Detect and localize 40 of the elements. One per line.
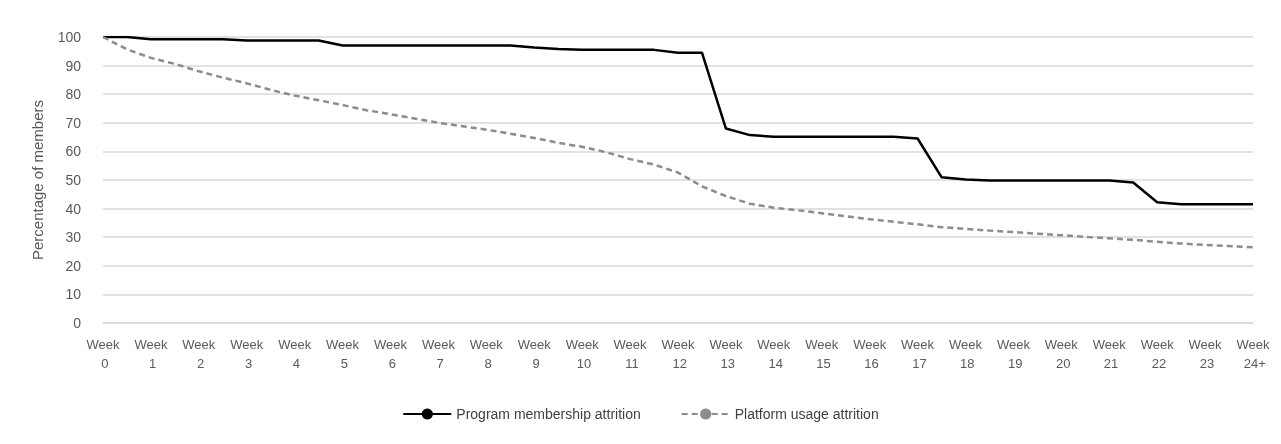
y-tick-label: 80 [65, 86, 82, 103]
x-tick-label: Week 0 [86, 337, 120, 371]
y-tick-label: 90 [65, 57, 82, 74]
y-tick-label: 50 [65, 172, 82, 188]
x-tick-label: Week 20 [1044, 337, 1079, 371]
x-tick-label: Week 17 [901, 337, 935, 371]
legend-label: Program membership attrition [456, 406, 641, 422]
x-tick-label: Week 15 [805, 337, 839, 371]
x-tick-label: Week 22 [1140, 337, 1175, 371]
x-tick-label: Week 18 [949, 337, 983, 371]
x-tick-label: Week 10 [565, 337, 600, 371]
y-tick-label: 20 [65, 257, 82, 274]
line-series [101, 35, 1255, 249]
x-tick-label: Week 23 [1188, 337, 1223, 371]
y-tick-label: 10 [65, 286, 82, 303]
y-tick-label: 30 [65, 229, 82, 246]
x-tick-label: Week 19 [996, 337, 1031, 371]
x-tick-label: Week 16 [853, 337, 887, 371]
x-tick-label: Week 24+ [1236, 337, 1270, 371]
x-tick-label: Week 2 [182, 337, 216, 371]
x-tick-label: Week 12 [661, 337, 695, 371]
x-tick-label: Week 21 [1092, 337, 1127, 371]
x-tick-label: Week 5 [326, 337, 360, 371]
x-tick-label: Week 6 [374, 337, 408, 371]
y-tick-label: 100 [57, 29, 82, 45]
y-tick-label: 0 [73, 315, 82, 331]
x-tick-label: Week 3 [230, 337, 264, 371]
x-tick-label: Week 9 [517, 337, 552, 371]
x-tick-label: Week 7 [421, 337, 456, 371]
x-tick-label: Week 4 [278, 337, 312, 371]
x-tick-label: Week 14 [757, 337, 791, 371]
x-tick-label: Week 11 [613, 337, 648, 371]
x-tick-label: Week 1 [134, 337, 168, 371]
y-tick-label: 40 [65, 200, 82, 217]
x-tick-label: Week 8 [469, 337, 504, 371]
y-tick-label: 60 [65, 143, 82, 160]
y-tick-label: 70 [65, 114, 82, 131]
y-axis-title: Percentage of members [29, 99, 46, 261]
x-tick-label: Week 13 [709, 337, 743, 371]
legend-label: Platform usage attrition [734, 406, 879, 422]
